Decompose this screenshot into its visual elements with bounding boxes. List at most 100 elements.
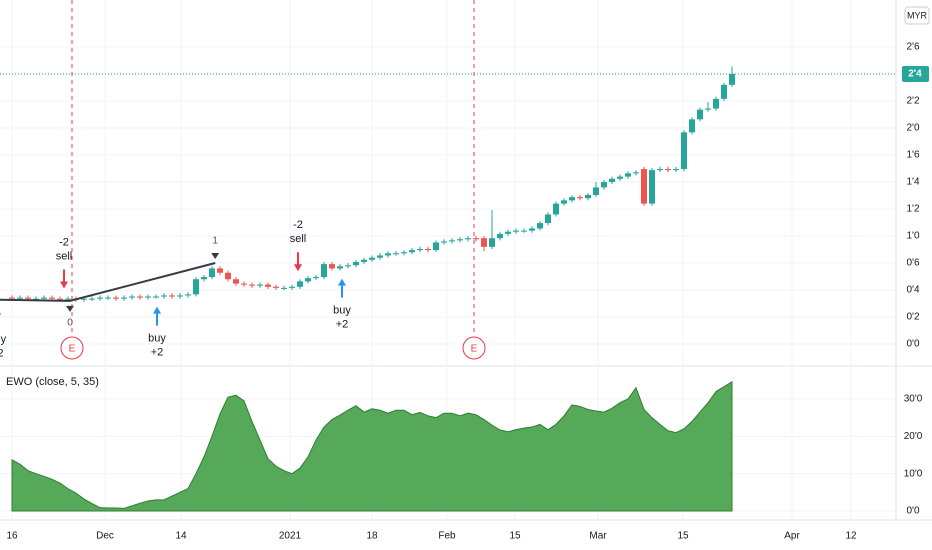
candle-body	[649, 170, 655, 204]
candle-body	[473, 238, 479, 240]
candle-body	[689, 119, 695, 133]
candle-body	[449, 240, 455, 242]
y-tick-label: 20'0	[904, 431, 923, 442]
candle-body	[633, 172, 639, 174]
candle-body	[57, 298, 63, 300]
signal-qty: +2	[0, 348, 3, 360]
candle-body	[257, 284, 263, 286]
candle-body	[345, 265, 351, 267]
candle-body	[49, 297, 55, 299]
x-tick-label: 16	[6, 531, 18, 542]
ewo-pane	[11, 380, 733, 512]
candle-body	[625, 173, 631, 177]
candle-body	[313, 277, 319, 279]
y-tick-label: 10'0	[904, 468, 923, 479]
pivot-label: 0	[67, 317, 73, 328]
y-tick-label: 1'4	[906, 177, 919, 188]
y-tick-label: 0'2	[906, 312, 919, 323]
candle-body	[609, 178, 615, 183]
candle-body	[81, 298, 87, 300]
candle-body	[177, 295, 183, 297]
candle-body	[321, 264, 327, 278]
y-tick-label: 1'2	[906, 204, 919, 215]
x-tick-label: Dec	[96, 531, 114, 542]
candle-body	[105, 297, 111, 299]
signal-label: buy	[148, 333, 166, 345]
candle-body	[241, 283, 247, 285]
candle-body	[121, 297, 127, 299]
candle-body	[681, 132, 687, 170]
candle-body	[697, 109, 703, 120]
candle-body	[329, 264, 335, 269]
candle-body	[153, 296, 159, 298]
signal-label: buy	[0, 334, 7, 346]
candle-body	[41, 297, 47, 299]
y-tick-label: 0'6	[906, 258, 919, 269]
candle-body	[465, 238, 471, 240]
candle-body	[393, 253, 399, 255]
candle-body	[657, 169, 663, 171]
earnings-label: E	[471, 344, 478, 355]
buy-arrow	[338, 278, 346, 298]
candle-body	[185, 294, 191, 296]
candle-body	[297, 281, 303, 287]
candle-body	[673, 169, 679, 171]
candle-body	[513, 230, 519, 232]
earnings-marker	[60, 336, 84, 360]
y-tick-label: 30'0	[904, 394, 923, 405]
candle-body	[113, 297, 119, 299]
currency-box[interactable]	[904, 6, 930, 25]
candle-body	[553, 203, 559, 215]
candle-body	[289, 286, 295, 288]
candle-body	[585, 194, 591, 199]
x-tick-label: 2021	[279, 531, 302, 542]
y-tick-label: 0'0	[906, 339, 919, 350]
y-tick-label: 2'0	[906, 123, 919, 134]
candle-body	[337, 266, 343, 269]
candle-body	[33, 298, 39, 300]
candle-body	[529, 228, 535, 231]
candle-body	[249, 284, 255, 286]
candle-body	[273, 286, 279, 288]
signal-label: sell	[290, 233, 307, 245]
candle-body	[425, 248, 431, 251]
buy-arrow	[0, 312, 2, 315]
y-tick-label: 0'4	[906, 285, 919, 296]
candle-body	[209, 268, 215, 278]
candle-body	[537, 223, 543, 229]
candle-body	[353, 261, 359, 266]
earnings-label: E	[69, 344, 76, 355]
candle-body	[433, 242, 439, 251]
candle-body	[593, 187, 599, 195]
candle-body	[193, 279, 199, 295]
candle-body	[145, 296, 151, 298]
currency: MYR	[907, 10, 928, 20]
x-tick-label: Mar	[589, 531, 607, 542]
candle-body	[225, 272, 231, 280]
pivot-label: 1	[212, 236, 218, 247]
candle-body	[137, 296, 143, 298]
candle-body	[129, 296, 135, 298]
earnings-marker	[462, 336, 486, 360]
candle-body	[521, 230, 527, 232]
candle-body	[457, 239, 463, 241]
signal-label: buy	[333, 304, 351, 316]
candle-body	[545, 214, 551, 224]
pivot-marker	[66, 305, 74, 312]
sell-arrow	[294, 252, 302, 272]
candle-body	[705, 108, 711, 110]
x-tick-label: 12	[845, 531, 857, 542]
candle-body	[561, 200, 567, 204]
price-pane: E E 0 1 buy +2 sell -2 buy +2 sell -2 buy +2	[0, 0, 896, 360]
candle-body	[497, 233, 503, 239]
last-price-label: 2'4	[908, 69, 922, 80]
candle-body	[161, 295, 167, 297]
candle-body	[401, 252, 407, 254]
candle-body	[409, 250, 415, 253]
x-tick-label: Feb	[438, 531, 456, 542]
y-tick-label: 1'6	[906, 150, 919, 161]
candle-body	[601, 182, 607, 188]
candle-body	[369, 257, 375, 260]
